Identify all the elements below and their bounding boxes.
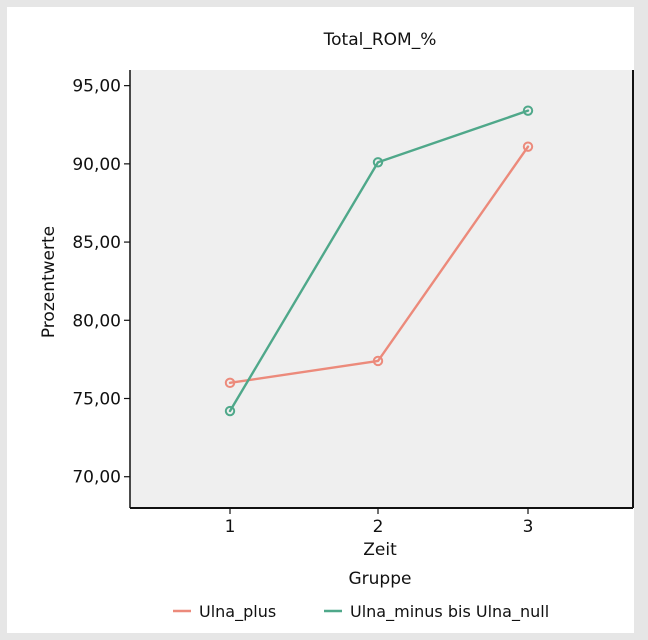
legend-label: Ulna_minus bis Ulna_null [350, 602, 549, 622]
legend: Ulna_plus Ulna_minus bis Ulna_null [173, 602, 549, 622]
y-tick-label: 80,00 [72, 311, 121, 331]
y-tick-label: 70,00 [72, 468, 121, 488]
chart-title: Total_ROM_% [323, 30, 437, 50]
chart-frame: Total_ROM_% 70,00 75,00 80,00 85,00 90,00 95,… [7, 7, 634, 633]
x-ticks: 1 2 3 [225, 508, 534, 537]
y-ticks: 70,00 75,00 80,00 85,00 90,00 95,00 [72, 77, 130, 488]
y-tick-label: 85,00 [72, 233, 121, 253]
x-tick-label: 3 [523, 517, 534, 537]
y-axis-title: Prozentwerte [39, 226, 59, 338]
plot-area [130, 70, 633, 508]
legend-title: Gruppe [349, 569, 412, 589]
legend-item: Ulna_minus bis Ulna_null [324, 602, 549, 622]
legend-item: Ulna_plus [173, 602, 276, 622]
chart-svg: Total_ROM_% 70,00 75,00 80,00 85,00 90,00 95,… [7, 7, 634, 633]
y-tick-label: 90,00 [72, 155, 121, 175]
legend-label: Ulna_plus [199, 602, 276, 622]
y-tick-label: 95,00 [72, 77, 121, 97]
x-tick-label: 1 [225, 517, 236, 537]
x-axis-title: Zeit [363, 540, 397, 560]
x-tick-label: 2 [373, 517, 384, 537]
y-tick-label: 75,00 [72, 390, 121, 410]
